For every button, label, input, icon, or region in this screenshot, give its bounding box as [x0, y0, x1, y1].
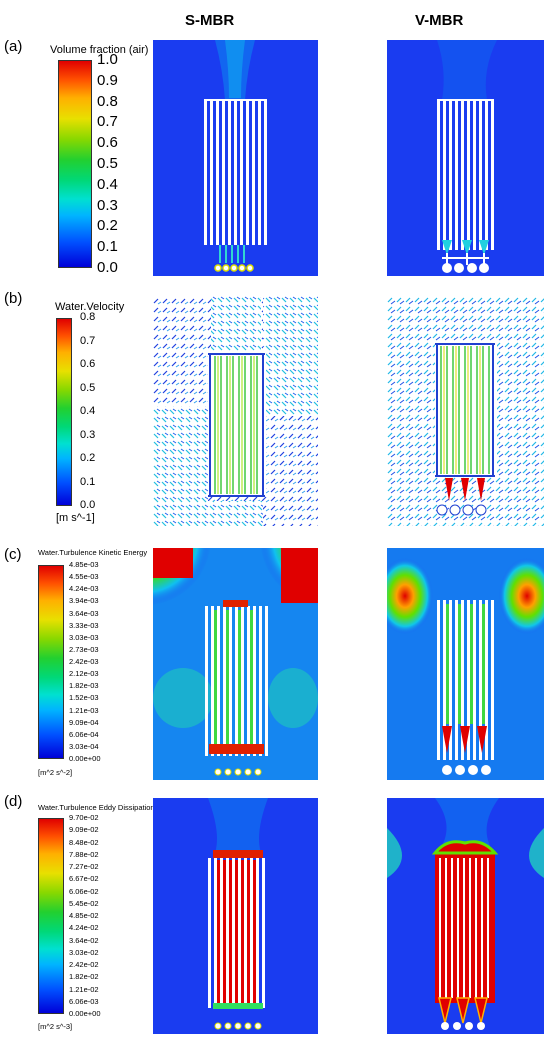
tick-label: 6.67e-02: [69, 874, 99, 884]
row-label-a: (a): [4, 38, 23, 55]
tick-label: 0.5: [97, 155, 118, 172]
tick-label: 0.5: [80, 381, 96, 394]
tick-label: 0.0: [97, 259, 118, 276]
contour-panel-d-v-mbr: [387, 798, 544, 1034]
colorbar-c: [38, 565, 64, 759]
tick-label: 4.24e-02: [69, 923, 99, 933]
tick-label: 6.06e-04: [69, 729, 99, 739]
tick-label: 0.1: [97, 238, 118, 256]
tick-label: 2.12e-03: [69, 669, 99, 679]
tick-label: 3.03e-03: [69, 632, 99, 642]
tick-label: 0.6: [97, 134, 118, 152]
colorbar-a: [58, 60, 92, 268]
tick-label: 1.0: [97, 51, 118, 68]
tick-label: 0.8: [97, 92, 118, 110]
tick-label: 7.27e-02: [69, 862, 99, 871]
tick-label: 4.85e-03: [69, 560, 99, 569]
legend-unit-c: [m^2 s^-2]: [38, 768, 73, 777]
legend-title-b: Water.Velocity: [55, 301, 125, 313]
legend-title-a: Volume fraction (air): [50, 44, 149, 56]
tick-label: 2.42e-03: [69, 657, 99, 666]
column-header-v-mbr: V-MBR: [415, 12, 464, 29]
column-header-s-mbr: S-MBR: [185, 12, 235, 29]
tick-label: 0.9: [97, 71, 118, 89]
tick-label: 0.3: [80, 428, 96, 441]
tick-label: 1.21e-03: [69, 705, 99, 715]
tick-label: 1.52e-03: [69, 693, 99, 703]
tick-label: 3.33e-03: [69, 620, 99, 630]
tick-label: 4.24e-03: [69, 584, 99, 594]
contour-panel-a-s-mbr: [153, 40, 318, 276]
colorbar-b: [56, 318, 72, 506]
tick-label: 9.09e-04: [69, 717, 99, 727]
ticks-a: 1.0 0.9 0.8 0.7 0.6 0.5 0.4 0.3 0.2 0.1 …: [97, 52, 147, 275]
tick-label: 1.82e-03: [69, 681, 99, 691]
tick-label: 1.82e-02: [69, 972, 99, 982]
contour-panel-c-v-mbr: [387, 548, 544, 780]
tick-label: 0.7: [80, 334, 96, 347]
ticks-c: 4.85e-03 4.55e-03 4.24e-03 3.94e-03 3.64…: [69, 561, 129, 762]
tick-label: 0.4: [80, 405, 96, 417]
tick-label: 8.48e-02: [69, 837, 99, 847]
tick-label: 3.03e-04: [69, 741, 99, 751]
tick-label: 3.64e-02: [69, 935, 99, 945]
row-label-d: (d): [4, 793, 23, 810]
tick-label: 0.2: [80, 452, 96, 464]
legend-unit-b: [m s^-1]: [56, 512, 95, 524]
row-label-b: (b): [4, 290, 23, 307]
tick-label: 0.00e+00: [69, 754, 101, 763]
legend-title-c: Water.Turbulence Kinetic Energy: [38, 548, 148, 557]
tick-label: 3.03e-02: [69, 947, 99, 957]
tick-label: 7.88e-02: [69, 849, 99, 859]
tick-label: 3.64e-03: [69, 608, 99, 618]
tick-label: 0.3: [97, 196, 118, 214]
tick-label: 6.06e-02: [69, 886, 99, 896]
tick-label: 5.45e-02: [69, 898, 99, 908]
colorbar-d: [38, 818, 64, 1014]
tick-label: 0.1: [80, 475, 96, 488]
tick-label: 0.4: [97, 175, 118, 193]
vector-panel-b-s-mbr: [153, 296, 318, 526]
tick-label: 0.7: [97, 113, 118, 131]
tick-label: 3.94e-03: [69, 596, 99, 606]
ticks-d: 9.70e-02 9.09e-02 8.48e-02 7.88e-02 7.27…: [69, 814, 129, 1017]
tick-label: 9.09e-02: [69, 825, 99, 835]
ticks-b: 0.8 0.7 0.6 0.5 0.4 0.3 0.2 0.1 0.0: [80, 312, 120, 511]
tick-label: 9.70e-02: [69, 813, 99, 822]
tick-label: 0.0: [80, 499, 96, 511]
tick-label: 6.06e-03: [69, 996, 99, 1006]
contour-panel-a-v-mbr: [387, 40, 544, 276]
tick-label: 4.55e-03: [69, 572, 99, 582]
contour-panel-c-s-mbr: [153, 548, 318, 780]
legend-title-d: Water.Turbulence Eddy Dissipation: [38, 803, 155, 812]
tick-label: 0.8: [80, 311, 96, 323]
legend-unit-d: [m^2 s^-3]: [38, 1022, 73, 1031]
contour-panel-d-s-mbr: [153, 798, 318, 1034]
tick-label: 0.00e+00: [69, 1009, 101, 1018]
row-label-c: (c): [4, 546, 22, 563]
tick-label: 2.73e-03: [69, 644, 99, 654]
tick-label: 0.6: [80, 358, 96, 370]
tick-label: 1.21e-02: [69, 984, 99, 994]
tick-label: 0.2: [97, 217, 118, 235]
tick-label: 2.42e-02: [69, 960, 99, 969]
vector-panel-b-v-mbr: [387, 296, 544, 526]
tick-label: 4.85e-02: [69, 911, 99, 920]
